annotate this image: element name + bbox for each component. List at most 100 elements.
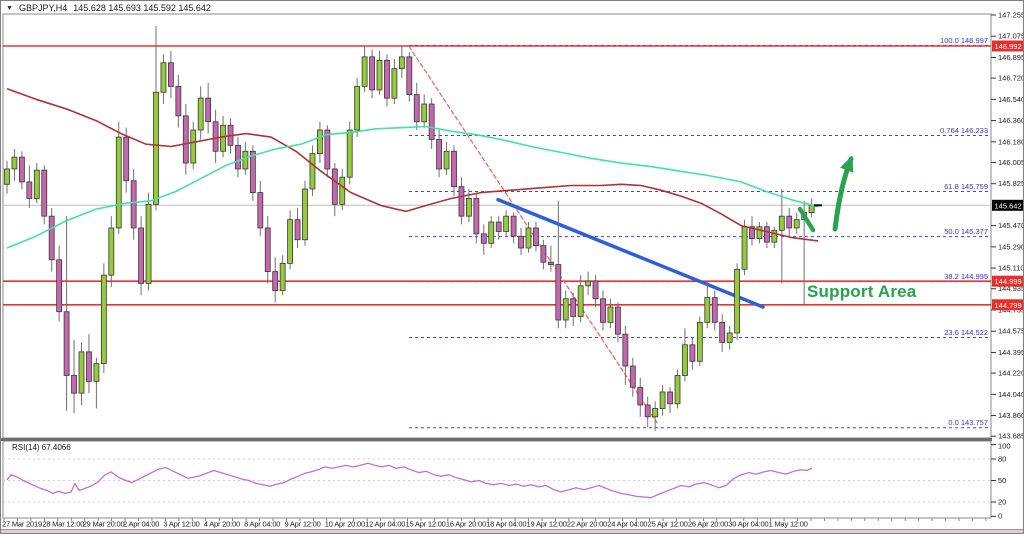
candle: [510, 215, 517, 237]
chart-header: ▼ GBPJPY,H4 145.628 145.693 145.592 145.…: [6, 3, 211, 13]
candle: [309, 153, 316, 190]
price-badge-value: 144.799: [995, 301, 1022, 310]
candle: [190, 129, 197, 164]
candle: [406, 56, 413, 96]
fibo-diagonal[interactable]: [408, 45, 658, 424]
svg-text:0.764 146.233: 0.764 146.233: [940, 126, 988, 135]
candle: [108, 227, 115, 276]
rsi-line: [6, 462, 813, 499]
candle: [279, 262, 286, 291]
candle: [123, 136, 130, 182]
candle: [421, 103, 428, 123]
time-tick-label: 28 Mar 12:00: [42, 520, 84, 529]
rsi-indicator-label: RSI(14) 67.4066: [12, 443, 71, 452]
candle: [26, 181, 33, 199]
candle: [659, 391, 666, 409]
candle: [793, 219, 800, 229]
candle: [771, 229, 778, 243]
candle: [339, 176, 346, 205]
time-tick-label: 19 Apr 12:00: [527, 520, 567, 529]
price-tick-label: 145.470: [998, 221, 1024, 230]
downtrend-line[interactable]: [496, 197, 765, 309]
candle: [205, 97, 212, 123]
price-tick-label: 146.005: [998, 158, 1024, 167]
candle: [11, 156, 18, 170]
price-badge-value: 146.992: [995, 42, 1022, 51]
candle: [197, 97, 204, 131]
candle: [488, 221, 495, 244]
svg-text:38.2 144.995: 38.2 144.995: [944, 272, 988, 281]
bullish-arrow-annotation[interactable]: [832, 155, 854, 232]
candle: [115, 136, 122, 229]
candle: [86, 351, 92, 382]
candle: [93, 363, 100, 382]
rsi-tick-label: 20: [998, 498, 1006, 507]
candle: [741, 226, 748, 270]
candle: [577, 285, 584, 317]
candle: [674, 375, 681, 405]
candle: [570, 298, 577, 317]
candle: [480, 233, 487, 244]
trend-tick-annotation[interactable]: [797, 206, 816, 233]
time-tick-label: 3 Apr 12:00: [163, 520, 199, 529]
candle: [302, 188, 308, 241]
candle: [220, 124, 226, 152]
candle: [249, 150, 256, 193]
candle: [376, 59, 383, 91]
candle: [547, 261, 554, 265]
candle: [756, 226, 763, 239]
candle: [518, 235, 524, 249]
price-tick-label: 146.895: [998, 53, 1024, 62]
time-tick-label: 15 Apr 12:00: [406, 520, 446, 529]
candle: [48, 215, 55, 261]
price-tick-label: 145.825: [998, 179, 1024, 188]
candle: [644, 404, 651, 418]
symbol-dropdown-icon[interactable]: ▼: [6, 4, 13, 12]
svg-text:100.0 146.997: 100.0 146.997: [940, 36, 988, 45]
time-tick-label: 27 Mar 2019: [2, 520, 42, 529]
candle: [167, 62, 174, 87]
time-tick-label: 12 Apr 04:00: [365, 520, 405, 529]
candle: [324, 129, 331, 170]
time-tick-label: 18 Apr 04:00: [486, 520, 526, 529]
candle: [272, 271, 279, 291]
candle: [637, 386, 644, 406]
candle: [153, 91, 159, 205]
price-tick-label: 146.180: [998, 137, 1024, 146]
candle: [18, 156, 25, 183]
support-resistance-lines[interactable]: [3, 45, 991, 306]
time-tick-label: 24 Apr 04:00: [607, 520, 647, 529]
candle: [145, 203, 152, 284]
support-area-annotation[interactable]: Support Area: [807, 282, 917, 301]
candle: [808, 204, 815, 214]
candle: [175, 85, 182, 117]
price-tick-label: 145.110: [998, 264, 1024, 273]
candle: [533, 227, 539, 247]
candle: [4, 168, 10, 185]
candle: [71, 375, 77, 394]
time-tick-label: 4 Apr 20:00: [204, 520, 240, 529]
candle: [726, 332, 733, 343]
time-tick-label: 10 Apr 20:00: [325, 520, 365, 529]
price-badge: [992, 299, 1023, 311]
price-tick-label: 145.290: [998, 242, 1024, 251]
price-tick-label: 143.860: [998, 411, 1024, 420]
pane-splitter[interactable]: [1, 438, 992, 441]
candle: [413, 94, 420, 123]
candle: [778, 215, 785, 231]
price-tick-label: 146.540: [998, 95, 1024, 104]
price-badge: [992, 275, 1023, 287]
price-badge: [992, 199, 1023, 211]
candle: [354, 85, 361, 131]
ma-slow-red: [6, 87, 819, 242]
candle: [257, 192, 264, 229]
price-tick-label: 147.075: [998, 32, 1024, 41]
candle: [242, 150, 249, 170]
candle: [331, 168, 338, 205]
price-axis[interactable]: 147.255 147.075 146.895 146.720 146.540 146.3…: [991, 10, 1024, 441]
candle: [391, 68, 398, 99]
candle: [652, 408, 659, 418]
